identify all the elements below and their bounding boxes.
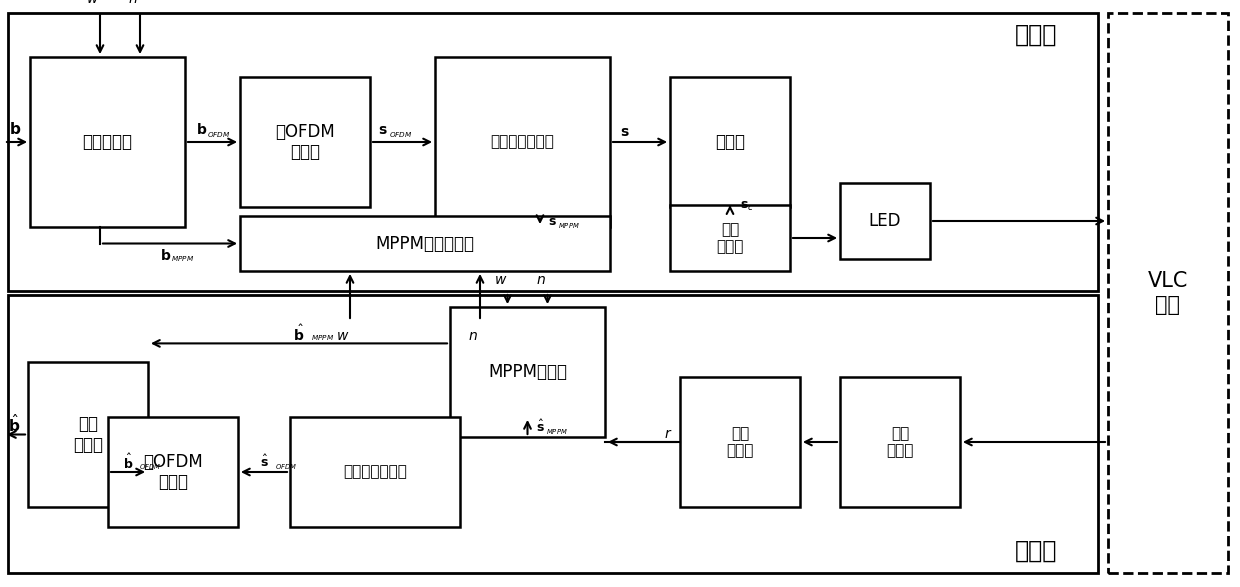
Bar: [1109, 13, 1228, 573]
Text: MPPM解调器: MPPM解调器: [489, 363, 567, 381]
Bar: [7, 295, 1097, 573]
Text: 发射机: 发射机: [1014, 23, 1058, 47]
Text: 第二极性反转器: 第二极性反转器: [343, 464, 407, 480]
Text: $_{OFDM}$: $_{OFDM}$: [389, 130, 413, 140]
Text: $\hat{\mathbf{b}}$: $\hat{\mathbf{b}}$: [294, 323, 305, 343]
Text: LED: LED: [869, 212, 901, 230]
Text: MPPM模式选择器: MPPM模式选择器: [376, 234, 475, 252]
Text: 数据分配器: 数据分配器: [83, 133, 133, 151]
Bar: [29, 362, 148, 507]
Text: $w$: $w$: [336, 329, 350, 343]
Text: $r$: $r$: [663, 427, 672, 441]
Bar: [241, 77, 370, 207]
Text: $\mathbf{b}$: $\mathbf{b}$: [160, 248, 171, 263]
Text: $w$: $w$: [87, 0, 99, 6]
Text: $w$: $w$: [494, 273, 507, 287]
Text: 第一极性反转器: 第一极性反转器: [491, 134, 554, 150]
Bar: [680, 377, 800, 507]
Text: $\hat{\mathbf{b}}$: $\hat{\mathbf{b}}$: [7, 414, 20, 436]
Bar: [435, 57, 610, 227]
Text: VLC
信道: VLC 信道: [1148, 271, 1188, 315]
Text: $\hat{\mathbf{s}}$: $\hat{\mathbf{s}}$: [536, 419, 544, 435]
Text: $\mathbf{b}$: $\mathbf{b}$: [196, 123, 207, 137]
Bar: [450, 307, 605, 437]
Text: 接收机: 接收机: [1014, 539, 1058, 563]
Text: $_{MPPM}$: $_{MPPM}$: [547, 427, 568, 437]
Text: $_{OFDM}$: $_{OFDM}$: [275, 462, 298, 472]
Text: $n$: $n$: [467, 329, 477, 343]
Text: $\hat{\mathbf{b}}$: $\hat{\mathbf{b}}$: [123, 453, 133, 471]
Text: 光电
检测器: 光电 检测器: [887, 426, 914, 458]
Bar: [241, 216, 610, 271]
Bar: [7, 13, 1097, 291]
Text: $_{OFDM}$: $_{OFDM}$: [139, 462, 161, 472]
Bar: [839, 377, 960, 507]
Bar: [30, 57, 185, 227]
Text: 数据
组合器: 数据 组合器: [73, 415, 103, 454]
Text: $\mathbf{s}_c$: $\mathbf{s}_c$: [740, 200, 754, 212]
Text: $_{OFDM}$: $_{OFDM}$: [207, 130, 231, 140]
Text: 截断器: 截断器: [715, 133, 745, 151]
Text: 光OFDM
解调器: 光OFDM 解调器: [143, 453, 203, 491]
Text: $\mathbf{s}$: $\mathbf{s}$: [620, 125, 630, 139]
Text: 模数
转换器: 模数 转换器: [727, 426, 754, 458]
Bar: [670, 77, 790, 207]
Bar: [290, 417, 460, 527]
Text: 数模
转换器: 数模 转换器: [717, 222, 744, 254]
Text: $_{MPPM}$: $_{MPPM}$: [311, 333, 335, 343]
Text: $\hat{\mathbf{s}}$: $\hat{\mathbf{s}}$: [259, 454, 268, 470]
Bar: [670, 205, 790, 271]
Bar: [839, 183, 930, 259]
Text: $n$: $n$: [536, 273, 546, 287]
Text: 光OFDM
调制器: 光OFDM 调制器: [275, 123, 335, 161]
Text: $_{MPPM}$: $_{MPPM}$: [558, 222, 580, 231]
Text: $_{MPPM}$: $_{MPPM}$: [171, 255, 195, 264]
Text: $n$: $n$: [128, 0, 138, 6]
Text: $\mathbf{s}$: $\mathbf{s}$: [378, 123, 388, 137]
Text: $\mathbf{b}$: $\mathbf{b}$: [9, 121, 21, 137]
Text: $\mathbf{s}$: $\mathbf{s}$: [548, 215, 557, 228]
Bar: [108, 417, 238, 527]
